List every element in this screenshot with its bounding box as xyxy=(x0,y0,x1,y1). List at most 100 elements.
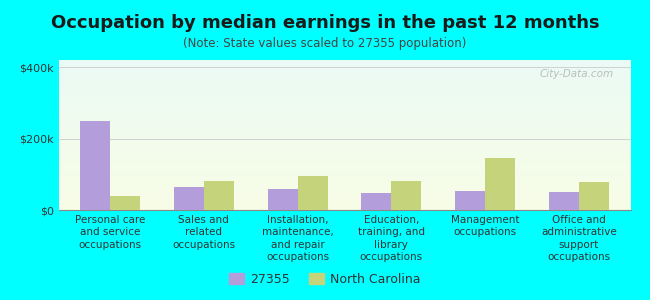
Bar xyxy=(58,160,630,161)
Bar xyxy=(58,132,630,133)
Bar xyxy=(58,115,630,116)
Bar xyxy=(58,75,630,76)
Bar xyxy=(58,86,630,87)
Bar xyxy=(58,67,630,68)
Bar xyxy=(58,121,630,122)
Bar xyxy=(58,60,630,61)
Bar xyxy=(58,120,630,121)
Bar xyxy=(58,196,630,197)
Bar xyxy=(58,187,630,188)
Bar xyxy=(58,106,630,107)
Bar xyxy=(58,83,630,84)
Bar xyxy=(58,108,630,109)
Bar xyxy=(58,61,630,62)
Bar xyxy=(58,194,630,195)
Bar xyxy=(58,87,630,88)
Bar xyxy=(58,144,630,145)
Bar xyxy=(58,137,630,138)
Bar xyxy=(58,171,630,172)
Bar xyxy=(58,97,630,98)
Bar xyxy=(58,160,630,161)
Bar xyxy=(58,74,630,75)
Bar xyxy=(58,82,630,83)
Bar xyxy=(58,165,630,166)
Bar xyxy=(58,181,630,182)
Bar xyxy=(58,109,630,110)
Bar xyxy=(58,91,630,92)
Bar xyxy=(58,105,630,106)
Bar xyxy=(58,203,630,204)
Bar xyxy=(58,189,630,190)
Bar xyxy=(58,69,630,70)
Bar xyxy=(58,195,630,196)
Bar xyxy=(58,100,630,101)
Bar xyxy=(58,188,630,189)
Bar xyxy=(579,182,609,210)
Bar xyxy=(58,110,630,111)
Bar xyxy=(58,200,630,201)
Bar xyxy=(58,68,630,69)
Bar xyxy=(58,125,630,126)
Bar xyxy=(58,208,630,209)
Bar xyxy=(58,81,630,82)
Bar xyxy=(58,148,630,149)
Bar xyxy=(58,116,630,117)
Bar xyxy=(58,119,630,120)
Bar xyxy=(268,189,298,210)
Bar xyxy=(58,146,630,147)
Bar xyxy=(58,199,630,200)
Bar xyxy=(58,113,630,114)
Bar xyxy=(58,207,630,208)
Bar xyxy=(58,185,630,186)
Bar xyxy=(391,181,421,210)
Bar xyxy=(58,158,630,159)
Bar xyxy=(58,204,630,205)
Bar xyxy=(58,76,630,77)
Text: Occupation by median earnings in the past 12 months: Occupation by median earnings in the pas… xyxy=(51,14,599,32)
Bar xyxy=(58,139,630,140)
Bar xyxy=(58,64,630,65)
Bar xyxy=(58,99,630,100)
Bar xyxy=(58,118,630,119)
Bar xyxy=(58,174,630,175)
Bar xyxy=(455,191,485,210)
Bar xyxy=(58,82,630,83)
Bar xyxy=(485,158,515,210)
Bar xyxy=(58,184,630,185)
Bar xyxy=(58,179,630,180)
Bar xyxy=(58,128,630,129)
Bar xyxy=(58,94,630,95)
Bar xyxy=(110,196,140,210)
Bar xyxy=(58,186,630,187)
Bar xyxy=(58,66,630,67)
Bar xyxy=(58,123,630,124)
Bar xyxy=(58,96,630,97)
Bar xyxy=(58,152,630,153)
Bar xyxy=(58,168,630,169)
Bar xyxy=(58,84,630,85)
Bar xyxy=(58,90,630,91)
Bar xyxy=(58,178,630,179)
Bar xyxy=(58,117,630,118)
Bar xyxy=(58,172,630,173)
Bar xyxy=(58,175,630,176)
Bar xyxy=(58,149,630,150)
Bar xyxy=(58,93,630,94)
Bar xyxy=(58,134,630,135)
Bar xyxy=(58,133,630,134)
Bar xyxy=(58,143,630,144)
Bar xyxy=(58,78,630,79)
Bar xyxy=(58,136,630,137)
Bar xyxy=(58,62,630,63)
Bar xyxy=(58,138,630,139)
Bar xyxy=(58,209,630,210)
Bar xyxy=(58,92,630,93)
Bar xyxy=(58,127,630,128)
Bar xyxy=(58,192,630,193)
Bar xyxy=(58,72,630,73)
Bar xyxy=(58,100,630,101)
Bar xyxy=(58,198,630,199)
Bar xyxy=(58,150,630,151)
Bar xyxy=(58,101,630,102)
Bar xyxy=(58,154,630,155)
